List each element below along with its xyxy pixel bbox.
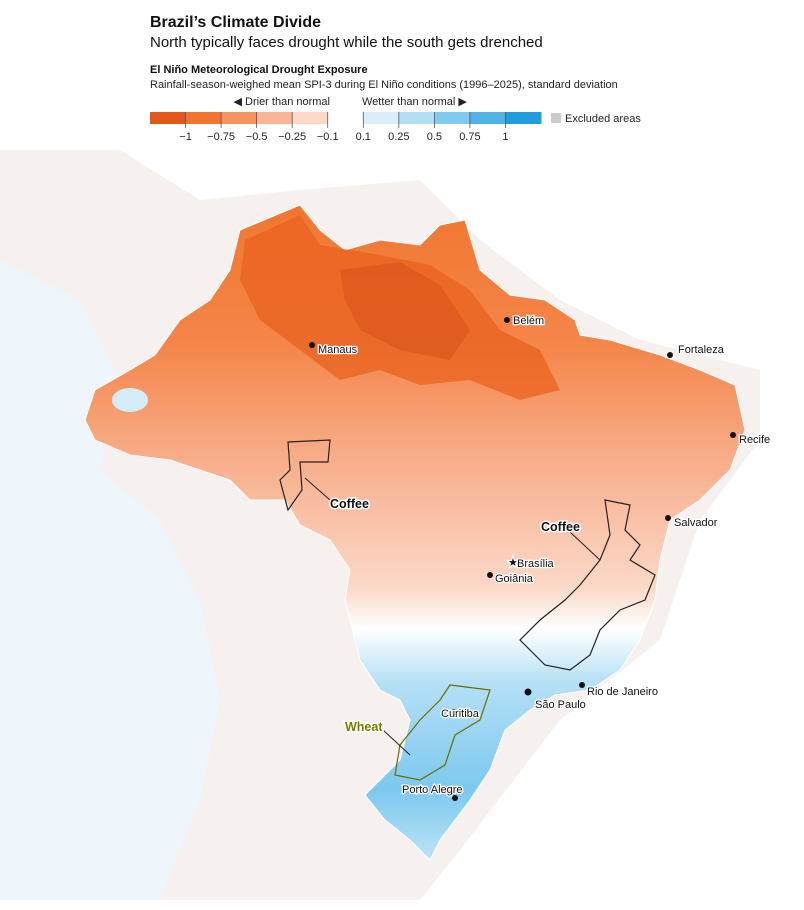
region-label: Wheat xyxy=(345,720,383,734)
legend-tick-label: 0.25 xyxy=(388,131,409,143)
legend-tick-label: 1 xyxy=(502,131,508,143)
legend-swatch xyxy=(434,112,471,124)
city-dot xyxy=(309,342,315,348)
city-label: Manaus xyxy=(318,344,358,356)
city-dot xyxy=(504,317,510,323)
legend-tick-label: 0.5 xyxy=(427,131,442,143)
city-dot xyxy=(524,688,532,696)
leader-line xyxy=(304,477,331,501)
coffee-area-outline xyxy=(279,439,331,512)
coffee-area-outline xyxy=(519,499,656,671)
city-dot xyxy=(451,709,457,715)
legend-swatch xyxy=(398,112,435,124)
legend-tick-label: −0.5 xyxy=(246,131,268,143)
city-dot xyxy=(487,572,493,578)
city-label: Porto Alegre xyxy=(402,784,463,796)
legend-tick-label: 0.1 xyxy=(356,131,371,143)
city-markers xyxy=(309,317,736,801)
legend-tick-label: −0.1 xyxy=(317,131,339,143)
legend-swatch xyxy=(292,112,329,124)
city-label: Brasília xyxy=(517,558,555,570)
city-label: São Paulo xyxy=(535,699,586,711)
legend-tick-label: −0.25 xyxy=(278,131,306,143)
city-dot xyxy=(730,432,736,438)
continent-west xyxy=(0,260,220,900)
legend-swatch xyxy=(363,112,400,124)
city-label: Belém xyxy=(513,315,544,327)
city-dot xyxy=(579,682,585,688)
wheat-area-outline xyxy=(394,684,491,781)
legend-description: Rainfall-season-weighed mean SPI-3 durin… xyxy=(150,79,618,91)
legend-swatch xyxy=(256,112,293,124)
city-label: Goiânia xyxy=(495,573,534,585)
legend-swatch xyxy=(221,112,258,124)
city-label: Fortaleza xyxy=(678,344,725,356)
legend-swatch xyxy=(327,112,364,124)
legend-drier: ◀ Drier than normal xyxy=(234,96,331,108)
leader-line xyxy=(569,531,601,561)
city-label: ★ xyxy=(508,557,518,569)
legend-title: El Niño Meteorological Drought Exposure xyxy=(150,64,368,76)
excluded-swatch xyxy=(551,113,561,123)
leader-line xyxy=(382,729,411,756)
title: Brazil’s Climate Divide xyxy=(150,14,321,31)
legend-swatch xyxy=(150,112,187,124)
subtitle: North typically faces drought while the … xyxy=(150,34,543,51)
legend-wetter: Wetter than normal ▶ xyxy=(362,96,467,108)
wet-patch xyxy=(112,388,148,412)
legend-swatch xyxy=(469,112,506,124)
city-dot xyxy=(665,515,671,521)
region-label: Coffee xyxy=(330,497,369,511)
city-label: Rio de Janeiro xyxy=(587,686,658,698)
city-label: Salvador xyxy=(674,517,718,529)
city-dot xyxy=(452,795,458,801)
city-label: Recife xyxy=(739,434,770,446)
legend-bar: −1 −0.75 −0.5 −0.25 −0.1 0.1 0.25 0.5 0.75 1 xyxy=(150,112,542,143)
legend-tick-label: −1 xyxy=(179,131,192,143)
city-dot xyxy=(667,352,673,358)
city-label: Curitiba xyxy=(441,708,480,720)
severe-drought-patch xyxy=(340,262,470,360)
brazil-spi-map xyxy=(84,204,746,861)
excluded-label: Excluded areas xyxy=(565,113,641,125)
legend-swatch xyxy=(185,112,222,124)
legend-swatch xyxy=(505,112,542,124)
region-label: Coffee xyxy=(541,520,580,534)
legend-tick-label: 0.75 xyxy=(459,131,480,143)
legend-tick-label: −0.75 xyxy=(207,131,235,143)
